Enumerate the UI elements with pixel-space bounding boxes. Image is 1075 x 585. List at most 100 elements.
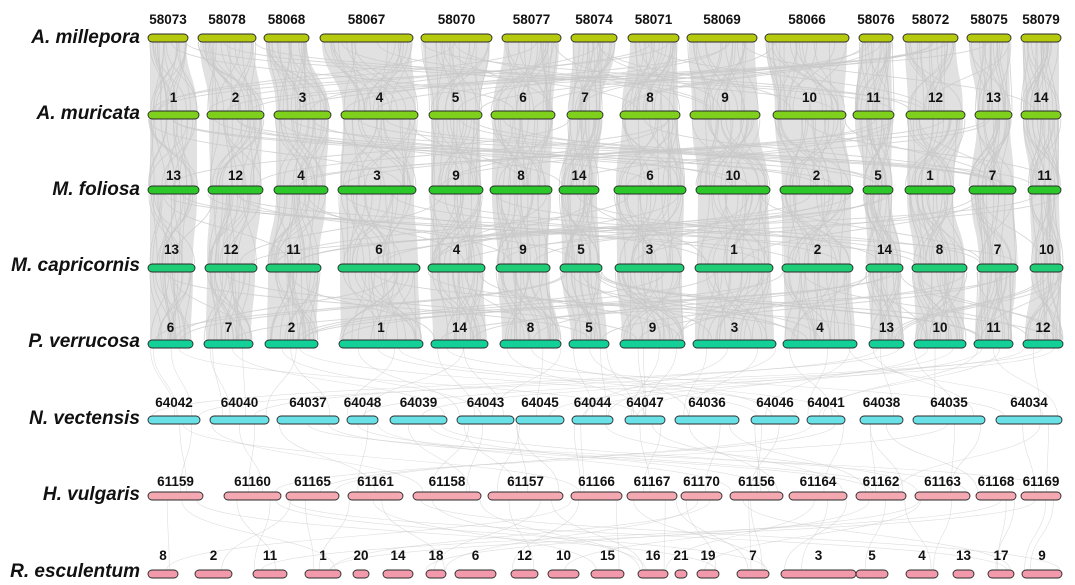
chromosome-bar [147, 263, 196, 273]
synteny-link [375, 41, 934, 112]
chromosome-label: 8 [517, 168, 525, 183]
chromosome-bar [454, 569, 497, 579]
chromosome-bar [904, 185, 956, 195]
chromosome-bar [566, 110, 604, 120]
synteny-ribbon [493, 42, 559, 111]
synteny-link [430, 423, 470, 493]
synteny-link [818, 347, 1001, 417]
chromosome-bar [337, 185, 417, 195]
chromosome-bar [489, 185, 553, 195]
synteny-link [434, 499, 541, 571]
species-label: A. millepora [30, 27, 140, 48]
synteny-link [564, 499, 870, 571]
synteny-link [242, 347, 246, 417]
chromosome-label: 3 [815, 548, 823, 563]
chromosome-label: 9 [1038, 548, 1046, 563]
synteny-ribbon [905, 42, 963, 111]
chromosome-bar [338, 339, 424, 349]
synteny-link [346, 347, 395, 417]
synteny-link [275, 423, 948, 493]
synteny-ribbon [697, 194, 771, 264]
synteny-link [639, 423, 651, 493]
synteny-link [688, 423, 778, 493]
chromosome-label: 61161 [357, 474, 394, 489]
chromosome-label: 9 [721, 90, 729, 105]
synteny-link [281, 347, 482, 417]
chromosome-bar [975, 491, 1017, 501]
chromosome-label: 58075 [970, 12, 1008, 27]
chromosome-bar [855, 491, 907, 501]
chromosome-bar [547, 569, 580, 579]
synteny-link [170, 347, 193, 417]
chromosome-label: 7 [581, 90, 589, 105]
chromosome-bar [456, 415, 515, 425]
synteny-link [254, 347, 878, 417]
synteny-ribbon [971, 119, 1014, 186]
synteny-link [446, 347, 1005, 417]
chromosome-bar [273, 110, 332, 120]
synteny-ribbon [322, 42, 416, 111]
chromosome-bar [499, 339, 562, 349]
synteny-link [643, 423, 662, 493]
genome-track: 58073 58078 58068 58067 58070 58077 58074 58071… [147, 12, 1062, 43]
chromosome-label: 64045 [521, 395, 559, 410]
chromosome-label: 64037 [289, 395, 327, 410]
chromosome-label: 7 [994, 242, 1002, 257]
synteny-link [466, 423, 483, 493]
synteny-link [784, 499, 847, 571]
synteny-link [440, 423, 967, 493]
chromosome-label: 19 [700, 548, 715, 563]
chromosome-bar [911, 263, 968, 273]
synteny-link [642, 347, 677, 417]
chromosome-bar [868, 339, 905, 349]
chromosome-label: 17 [993, 548, 1008, 563]
chromosome-bar [626, 491, 678, 501]
chromosome-label: 4 [453, 242, 461, 257]
synteny-link [318, 499, 350, 571]
synteny-link [307, 423, 1060, 493]
synteny-link [152, 347, 178, 417]
chromosome-bar [559, 263, 603, 273]
species-labels: A. millepora A. muricata M. foliosa M. capr… [10, 27, 140, 582]
chromosome-bar [780, 569, 857, 579]
synteny-link [516, 423, 560, 493]
synteny-link [496, 423, 520, 493]
synteny-link [765, 347, 851, 417]
species-label: M. foliosa [52, 179, 140, 200]
synteny-link [789, 347, 833, 417]
synteny-link [472, 271, 871, 341]
synteny-ribbon [1030, 194, 1061, 264]
synteny-link [992, 347, 1058, 417]
synteny-ribbon [431, 119, 481, 186]
synteny-link [864, 499, 886, 571]
synteny-ribbon [1023, 119, 1059, 186]
synteny-ribbon [976, 272, 1016, 340]
chromosome-bar [966, 33, 1012, 43]
chromosome-label: 21 [673, 548, 689, 563]
chromosome-label: 61160 [234, 474, 271, 489]
synteny-link [849, 347, 1044, 417]
chromosome-label: 10 [802, 90, 817, 105]
synteny-link [182, 423, 579, 493]
chromosome-bar [905, 569, 939, 579]
synteny-link [997, 499, 1007, 571]
chromosome-label: 61158 [429, 474, 466, 489]
chromosome-bar [147, 185, 200, 195]
chromosome-label: 64047 [626, 395, 664, 410]
chromosome-label: 11 [263, 548, 278, 563]
synteny-link [1008, 41, 1013, 112]
chromosome-label: 5 [874, 168, 882, 183]
chromosome-bar [490, 110, 556, 120]
chromosome-label: 11 [986, 320, 1001, 335]
chromosome-label: 9 [519, 242, 527, 257]
synteny-link [254, 499, 271, 571]
synteny-ribbon [340, 119, 416, 186]
synteny-link [685, 499, 717, 571]
chromosome-label: 4 [816, 320, 824, 335]
chromosome-label: 5 [868, 548, 876, 563]
synteny-ribbon [150, 119, 197, 186]
chromosome-label: 12 [228, 168, 243, 183]
synteny-link [872, 347, 974, 417]
synteny-link [531, 347, 772, 417]
synteny-link [407, 423, 471, 493]
